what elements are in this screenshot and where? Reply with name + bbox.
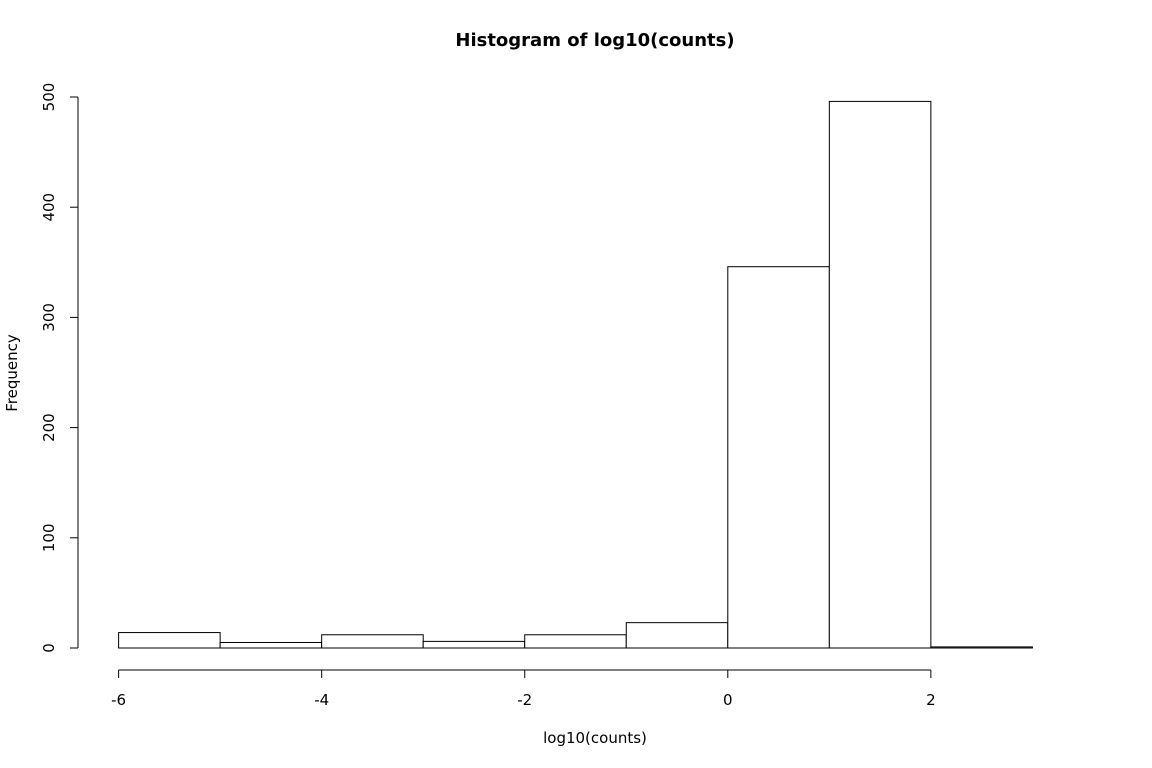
histogram-bar [625,622,729,649]
x-tick-label: 2 [926,691,936,709]
histogram-bar [727,266,830,649]
x-tick-label: -6 [111,691,126,709]
y-tick-label: 500 [40,83,58,112]
y-tick-label: 0 [40,643,58,653]
histogram-bar [422,640,526,649]
y-tick-label: 400 [40,193,58,222]
y-tick-label: 100 [40,523,58,552]
histogram-bar [219,641,323,649]
x-tick-label: -4 [314,691,329,709]
histogram-bar [321,634,424,649]
y-axis: 0 100 200 300 400 500 [40,83,79,653]
x-tick-label: -2 [517,691,532,709]
x-axis: -6 -4 -2 0 2 [111,669,936,709]
y-tick-label: 200 [40,413,58,442]
chart-title: Histogram of log10(counts) [455,30,734,51]
bars-group [118,100,1033,649]
x-tick-label: 0 [723,691,733,709]
histogram-bar [828,100,932,649]
histogram-bar [524,634,627,649]
y-axis-title: Frequency [3,334,21,412]
x-axis-title: log10(counts) [543,729,647,747]
histogram-bar [118,632,221,649]
y-tick-label: 300 [40,303,58,332]
histogram-bar [930,646,1033,649]
